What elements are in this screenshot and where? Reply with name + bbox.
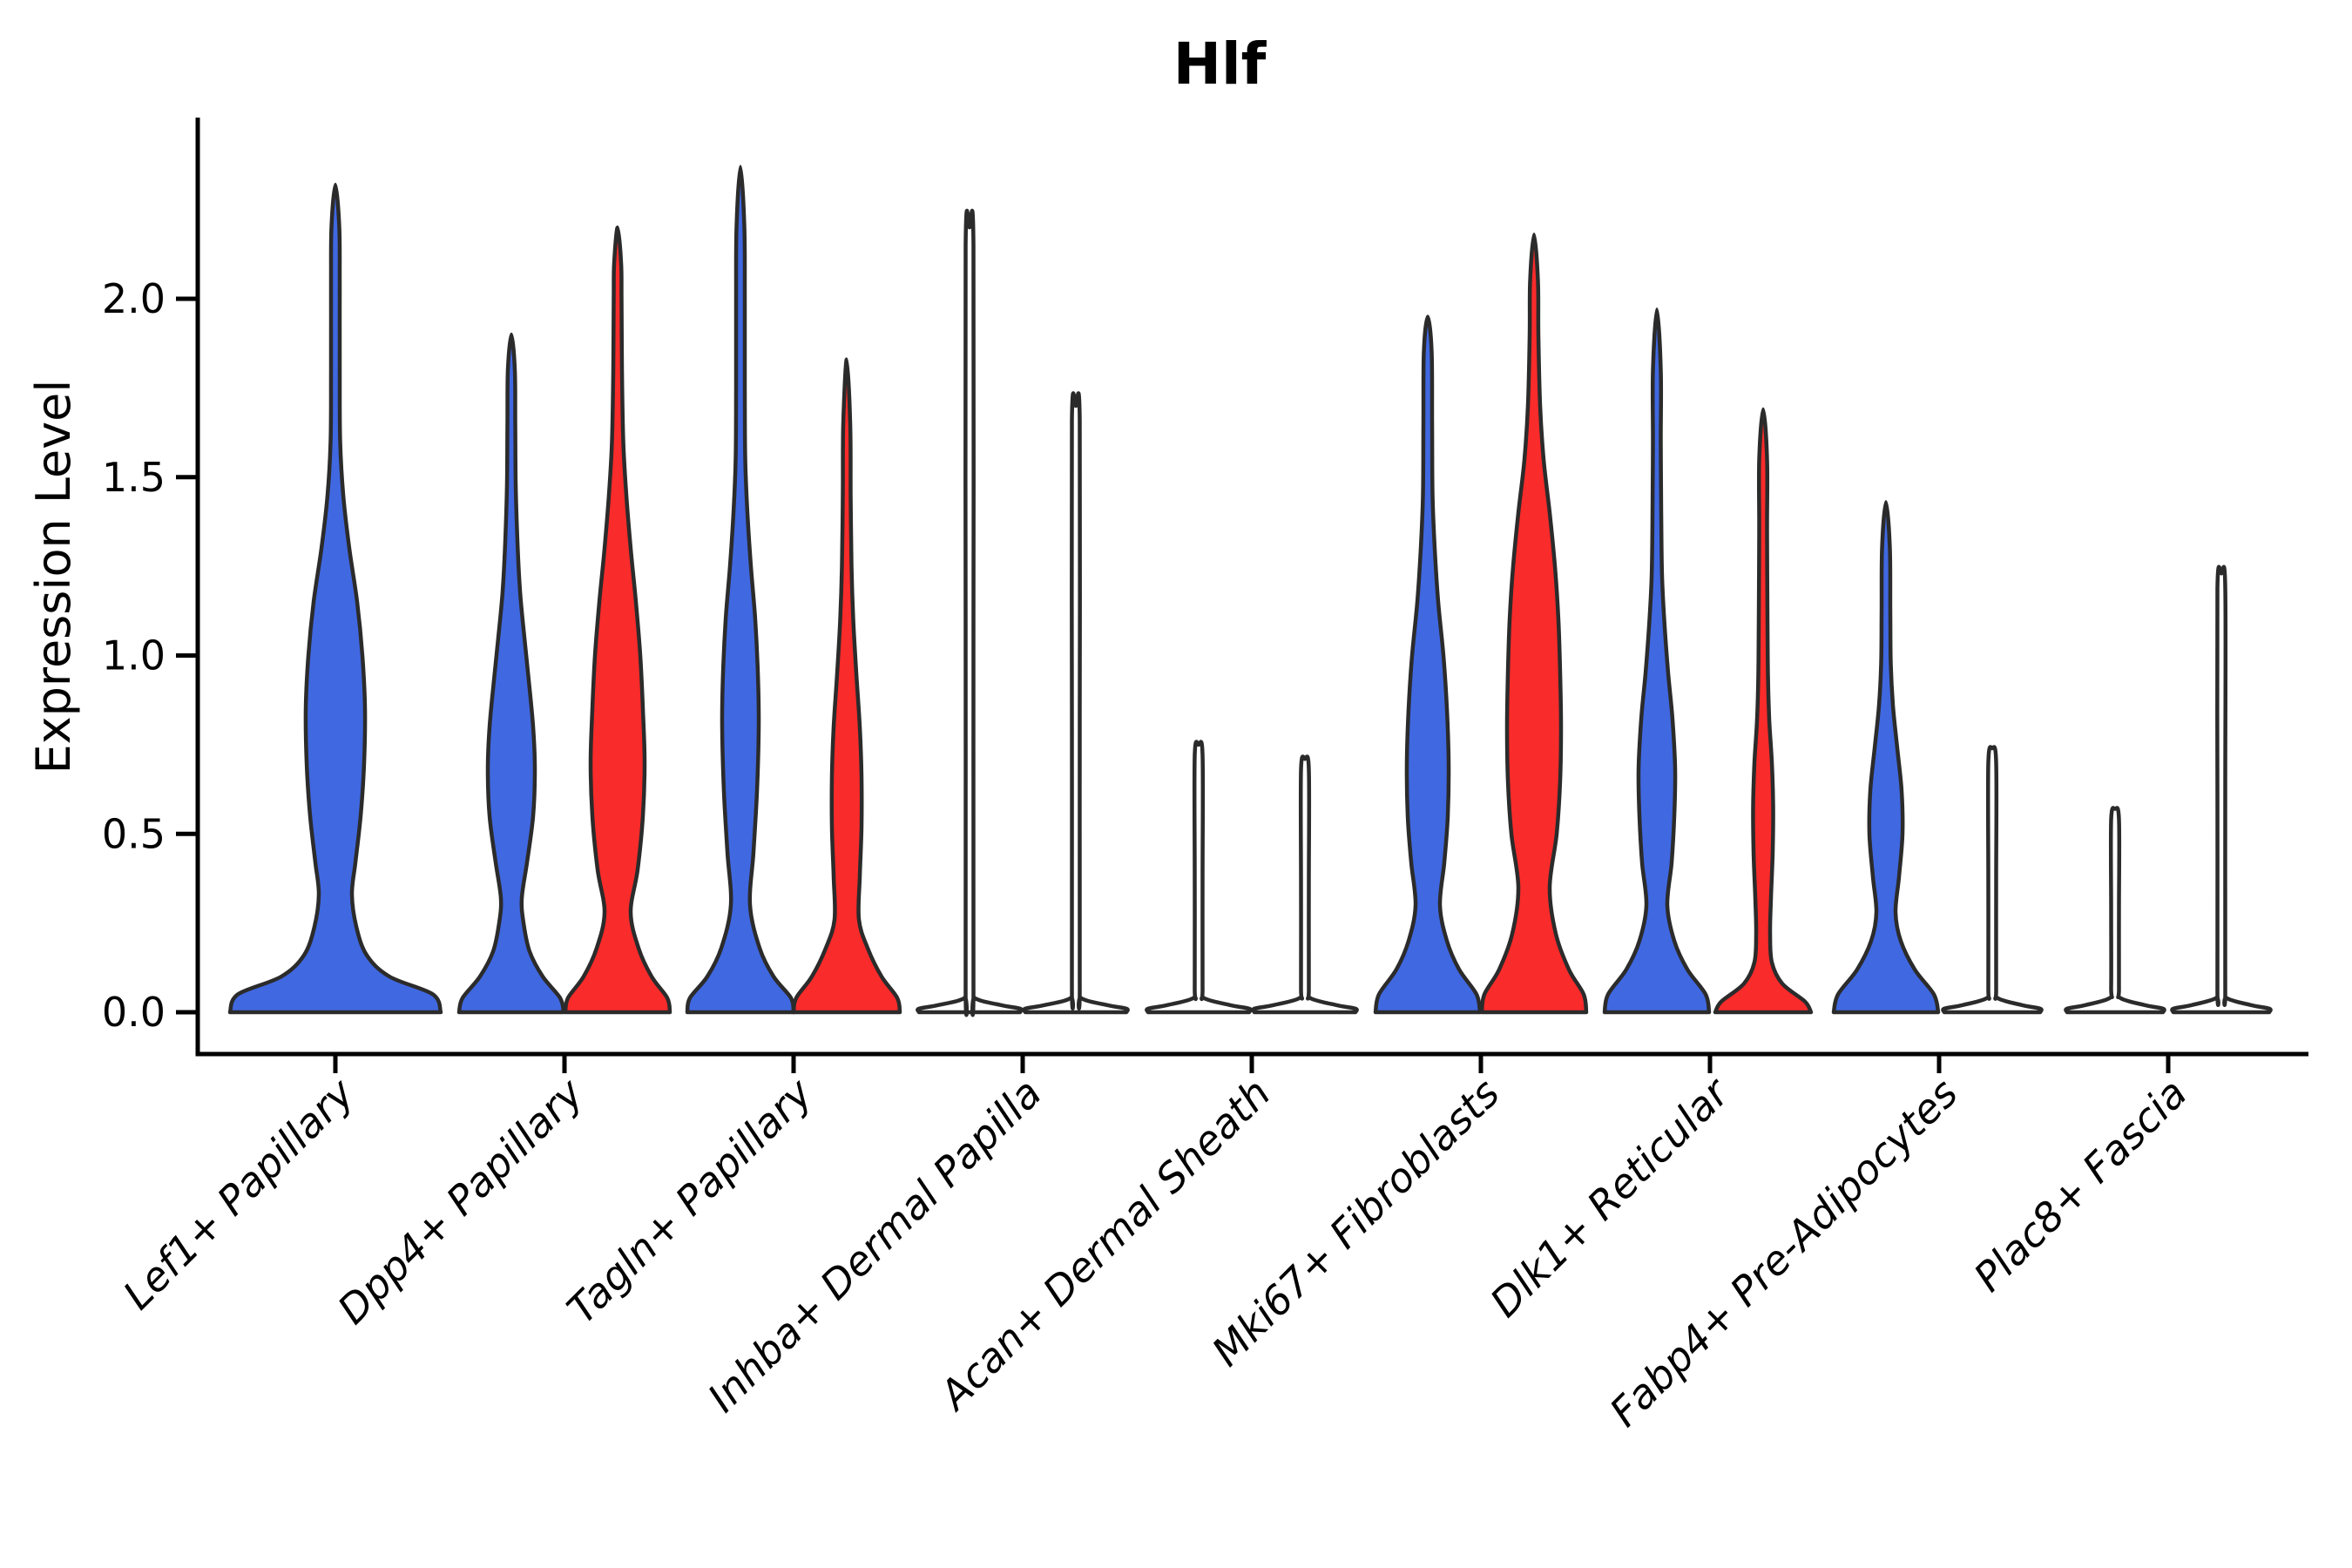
y-tick-label: 2.0 [102,275,166,322]
violin-spike [1022,391,1130,1015]
x-tick-label: Plac8+ Fascia [1964,1070,2195,1301]
violin-spike [2064,806,2166,1015]
violin-body [1602,308,1712,1015]
violin-body [1373,314,1483,1015]
violin-body [1713,407,1814,1015]
violin-body [563,225,672,1015]
x-tick-label: Lef1+ Papillary [114,1069,363,1318]
violin-spike [916,208,1024,1017]
violin-spike [1251,754,1359,1015]
violin-body [227,182,443,1015]
violin-spike [1941,745,2044,1015]
axes [176,118,2308,1073]
violin-body [1479,233,1589,1015]
violin-body [685,165,796,1015]
violin-spike [2170,564,2273,1015]
violin-body [791,357,902,1015]
violins-layer [227,165,2273,1017]
x-tick-label: Tagln+ Papillary [558,1069,821,1333]
y-tick-label: 0.5 [102,810,166,857]
violin-body [1831,500,1941,1015]
y-axis-label: Expression Level [26,380,81,774]
y-tick-label: 0.0 [102,989,166,1036]
violin-body [456,332,566,1015]
violin-spike [1145,740,1253,1015]
x-tick-label: Dlk1+ Reticular [1481,1067,1740,1326]
y-tick-label: 1.5 [102,454,166,501]
y-axis-tick-labels: 0.0 0.5 1.0 1.5 2.0 [102,275,166,1036]
chart-title: Hlf [1173,30,1267,98]
x-tick-label: Dpp4+ Papillary [328,1069,592,1333]
y-tick-label: 1.0 [102,632,166,679]
